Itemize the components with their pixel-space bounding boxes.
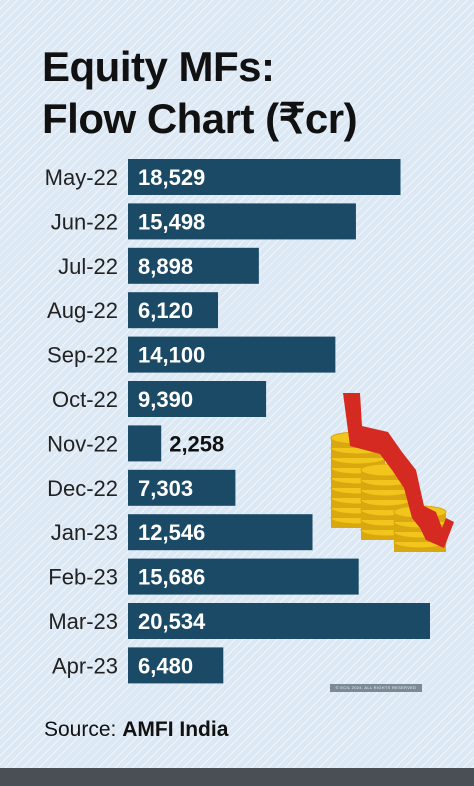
- value-label: 20,534: [138, 609, 206, 634]
- value-label: 7,303: [138, 476, 193, 501]
- category-label: Nov-22: [47, 431, 118, 456]
- category-label: May-22: [45, 165, 118, 190]
- bar: [128, 159, 401, 195]
- bar-row: Mar-23 20,534: [48, 603, 430, 639]
- bar-row: Sep-22 14,100: [47, 336, 336, 373]
- bar: [128, 381, 267, 417]
- bar: [128, 603, 430, 639]
- bar-row: Nov-22 2,258: [47, 425, 224, 462]
- value-label: 15,686: [138, 565, 205, 590]
- chart-title-line-1: Equity MFs:: [42, 43, 275, 90]
- bar: [128, 647, 224, 684]
- bar-row: May-22 18,529: [45, 159, 401, 195]
- falling-coins-illustration: [330, 393, 454, 552]
- value-label: 6,120: [138, 298, 193, 323]
- category-label: Aug-22: [47, 298, 118, 323]
- bar: [128, 469, 236, 506]
- category-label: Sep-22: [47, 343, 118, 368]
- category-label: Mar-23: [48, 609, 118, 634]
- bar: [128, 558, 359, 595]
- bar: [128, 203, 356, 240]
- value-label: 6,480: [138, 653, 193, 678]
- down-arrow-icon: [343, 393, 454, 548]
- category-label: Jan-23: [51, 520, 118, 545]
- bar: [128, 514, 313, 551]
- bar-row: Jan-23 12,546: [51, 514, 313, 551]
- bar-row: Jul-22 8,898: [58, 247, 259, 284]
- category-label: Apr-23: [52, 653, 118, 678]
- bar-row: Feb-23 15,686: [48, 558, 359, 595]
- value-label: 2,258: [169, 431, 224, 456]
- category-label: Dec-22: [47, 476, 118, 501]
- category-label: Jun-22: [51, 209, 118, 234]
- bar: [128, 247, 259, 284]
- category-label: Oct-22: [52, 387, 118, 412]
- bar: [128, 425, 162, 462]
- footer-bar: [0, 768, 474, 786]
- value-label: 8,898: [138, 254, 193, 279]
- chart-title-line-2: Flow Chart (₹cr): [42, 95, 358, 142]
- bar-row: Oct-22 9,390: [52, 381, 267, 417]
- category-label: Feb-23: [48, 565, 118, 590]
- copyright-credit: © ECIL 2024. ALL RIGHTS RESERVED: [330, 684, 422, 692]
- bar: [128, 292, 219, 329]
- value-label: 14,100: [138, 343, 205, 368]
- bar: [128, 336, 336, 373]
- source-value: AMFI India: [122, 718, 229, 741]
- bar-row: Aug-22 6,120: [47, 292, 219, 329]
- source-note: Source: AMFI India: [44, 718, 228, 742]
- bar-row: Apr-23 6,480: [52, 647, 224, 684]
- category-label: Jul-22: [58, 254, 118, 279]
- value-label: 18,529: [138, 165, 205, 190]
- value-label: 12,546: [138, 520, 205, 545]
- value-label: 15,498: [138, 209, 205, 234]
- value-label: 9,390: [138, 387, 193, 412]
- source-label: Source:: [44, 718, 117, 741]
- bar-row: Dec-22 7,303: [47, 469, 236, 506]
- bar-row: Jun-22 15,498: [51, 203, 356, 240]
